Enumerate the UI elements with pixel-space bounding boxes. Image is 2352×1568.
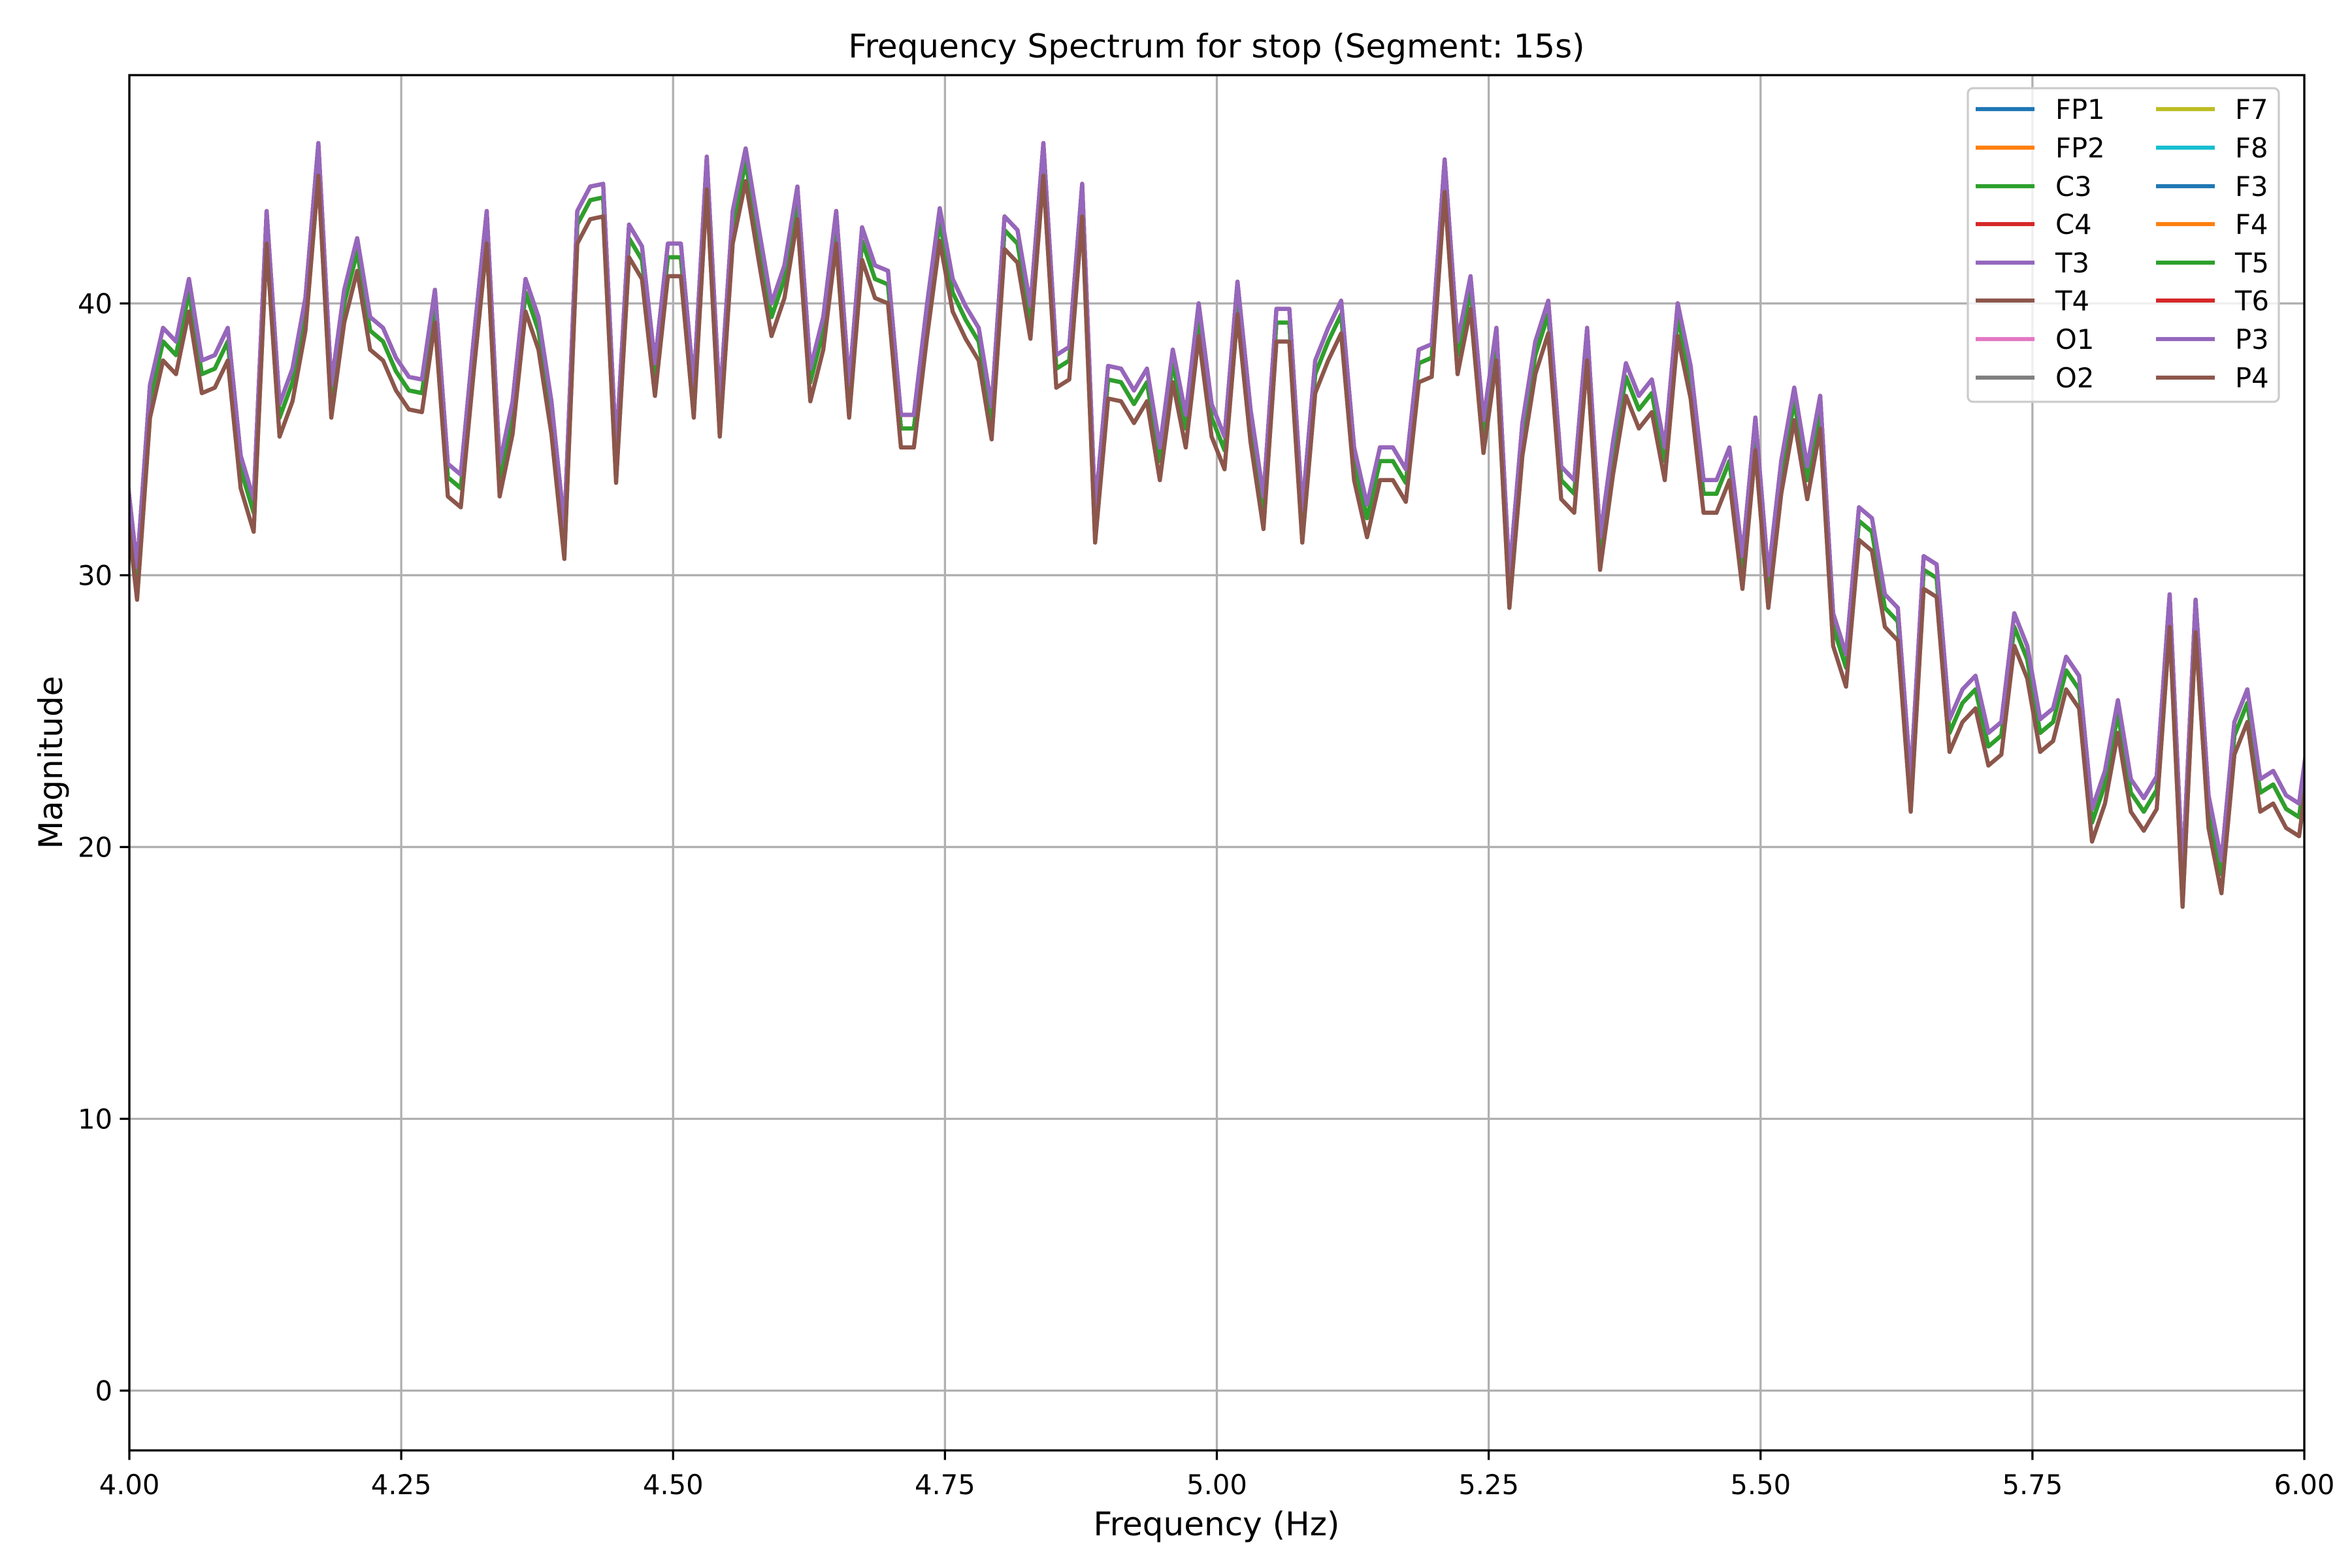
legend-entry-t3: T3 <box>1976 247 2089 279</box>
x-tick-label: 5.00 <box>1186 1469 1247 1501</box>
legend-entry-f3: F3 <box>2156 171 2268 203</box>
legend-label: FP2 <box>2055 132 2105 164</box>
legend-box <box>1967 87 2280 403</box>
chart-title: Frequency Spectrum for stop (Segment: 15… <box>848 27 1584 65</box>
legend-label: FP1 <box>2055 93 2105 125</box>
legend-entry-p4: P4 <box>2156 362 2269 394</box>
legend-entry-c4: C4 <box>1976 208 2092 240</box>
legend-label: T3 <box>2055 247 2089 279</box>
series-lines <box>129 140 2304 909</box>
legend-label: T6 <box>2234 285 2269 317</box>
legend-label: C4 <box>2055 208 2092 240</box>
legend-label: T5 <box>2234 247 2269 279</box>
y-tick-label: 40 <box>78 287 112 319</box>
legend-entry-f7: F7 <box>2156 93 2268 125</box>
x-tick-label: 4.50 <box>643 1469 704 1501</box>
y-tick-label: 10 <box>78 1103 112 1135</box>
legend-entry-c3: C3 <box>1976 171 2092 203</box>
legend-entry-f4: F4 <box>2156 208 2268 240</box>
legend-label: F7 <box>2235 93 2268 125</box>
legend-label: O1 <box>2055 323 2094 355</box>
y-axis-label: Magnitude <box>32 676 70 849</box>
x-axis-label: Frequency (Hz) <box>1093 1505 1339 1543</box>
y-tick-label: 30 <box>78 559 112 591</box>
legend-label: P4 <box>2235 362 2269 394</box>
x-tick-label: 4.00 <box>99 1469 160 1501</box>
x-tick-label: 5.25 <box>1458 1469 1519 1501</box>
y-tick-label: 20 <box>78 831 112 863</box>
legend-label: T4 <box>2055 285 2089 317</box>
x-tick-label: 5.50 <box>1730 1469 1791 1501</box>
legend-label: P3 <box>2235 323 2269 355</box>
legend-entry-p3: P3 <box>2156 323 2269 355</box>
legend-label: O2 <box>2055 362 2094 394</box>
legend-entry-fp1: FP1 <box>1976 93 2105 125</box>
legend-label: F3 <box>2235 171 2268 203</box>
legend-entry-fp2: FP2 <box>1976 132 2105 164</box>
series-line-p4 <box>129 173 2304 909</box>
legend-entry-t6: T6 <box>2156 285 2269 317</box>
ticks: 4.00 4.25 4.50 4.75 5.00 5.25 5.50 5.75 6.00 0 10 2… <box>78 287 2334 1501</box>
y-tick-label: 0 <box>95 1375 112 1407</box>
legend-entry-t5: T5 <box>2156 247 2269 279</box>
legend-label: F4 <box>2235 208 2268 240</box>
legend: FP1 FP2 C3 C4 T3 T4 O1 O2 F7 F8 F3 F4 T5 T6 P3 P4 <box>1967 87 2280 403</box>
legend-entry-o1: O1 <box>1976 323 2094 355</box>
legend-label: C3 <box>2055 171 2092 203</box>
x-tick-label: 5.75 <box>2002 1469 2063 1501</box>
legend-label: F8 <box>2235 132 2268 164</box>
legend-entry-f8: F8 <box>2156 132 2268 164</box>
grid <box>128 75 2306 1450</box>
x-tick-label: 4.25 <box>371 1469 432 1501</box>
x-tick-label: 6.00 <box>2274 1469 2335 1501</box>
legend-entry-t4: T4 <box>1976 285 2089 317</box>
x-tick-label: 4.75 <box>915 1469 975 1501</box>
legend-entry-o2: O2 <box>1976 362 2094 394</box>
